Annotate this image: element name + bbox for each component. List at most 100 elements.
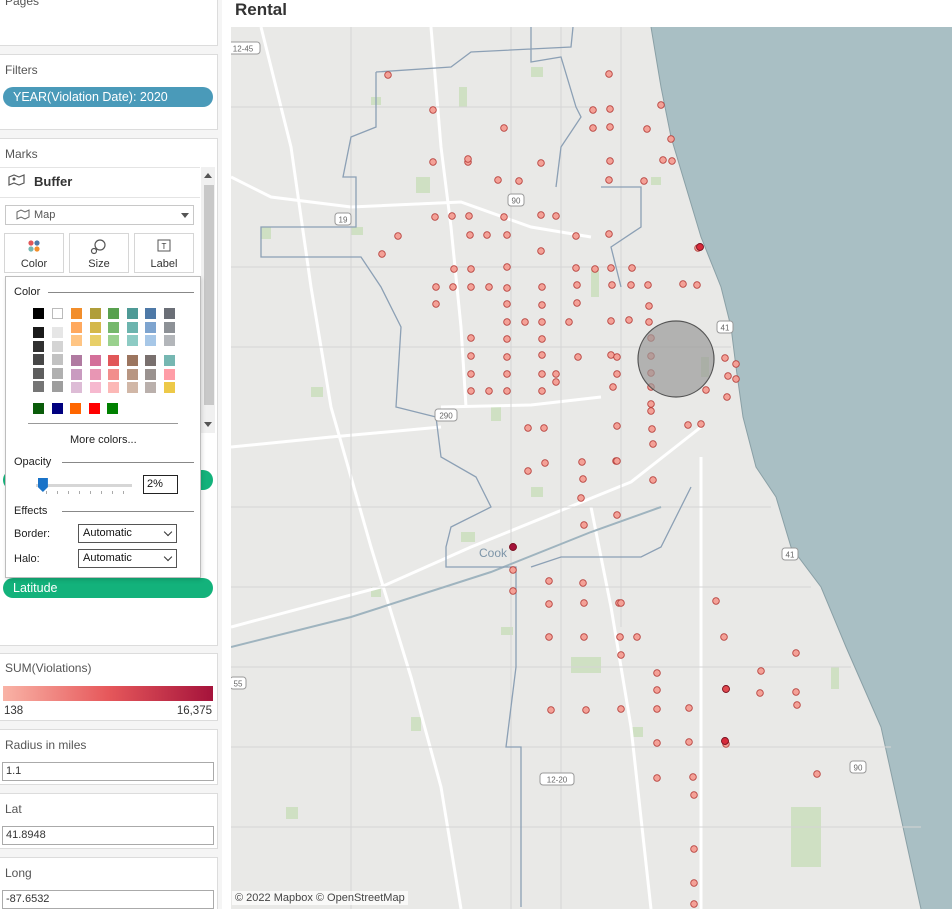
swatch-custom[interactable] [70,403,82,414]
swatch-grey[interactable] [52,340,63,352]
data-point [503,353,511,361]
swatch-color[interactable] [108,382,120,394]
swatch-color[interactable] [145,335,157,347]
swatch-color[interactable] [145,321,157,333]
swatch-color[interactable] [164,382,175,394]
swatch-color[interactable] [89,335,101,347]
data-point [572,264,580,272]
swatch-grey[interactable] [52,354,63,366]
swatch-custom[interactable] [107,403,119,414]
data-point [432,283,440,291]
swatch-color[interactable] [71,355,82,366]
swatch-color[interactable] [108,321,120,333]
map-view[interactable]: 12-45 19 90 290 41 41 55 12-20 90 Cook [231,27,952,909]
swatch-color[interactable] [71,382,82,394]
data-point [538,301,546,309]
swatch-color[interactable] [126,355,138,366]
swatch-color[interactable] [89,321,101,333]
filter-pill-year[interactable]: YEAR(Violation Date): 2020 [3,87,213,107]
opacity-input[interactable]: 2% [143,475,178,494]
radius-input[interactable]: 1.1 [2,762,214,781]
swatch-grey[interactable] [33,340,44,352]
swatch-grey[interactable] [52,367,63,379]
border-select[interactable]: Automatic [78,524,177,543]
swatch-color[interactable] [126,368,138,380]
swatch-color[interactable] [108,355,120,366]
swatch-color[interactable] [164,321,175,333]
swatch-color[interactable] [108,368,120,380]
swatch-grey[interactable] [33,367,44,379]
swatch-grey[interactable] [33,354,44,366]
map-canvas[interactable]: 12-45 19 90 290 41 41 55 12-20 90 Cook [231,27,952,909]
swatch-custom[interactable] [88,403,100,414]
swatch-color[interactable] [145,368,157,380]
swatch-color[interactable] [71,308,82,319]
swatch-custom[interactable] [33,403,44,414]
opacity-slider-thumb[interactable] [37,478,48,492]
divider [62,511,194,512]
long-input[interactable]: -87.6532 [2,890,214,909]
swatch-black[interactable] [33,308,44,319]
scroll-up-icon[interactable] [204,173,212,178]
data-point [690,879,698,887]
slider-tick [90,491,91,494]
data-point [605,230,613,238]
swatch-color[interactable] [164,355,175,366]
mark-type-dropdown[interactable]: Map [5,205,194,225]
highway-shield-label: 41 [721,324,730,333]
color-button[interactable]: Color [4,233,64,273]
highway-shield-label: 90 [512,197,521,206]
swatch-color[interactable] [71,335,82,347]
swatch-color[interactable] [71,368,82,380]
swatch-white[interactable] [52,308,63,319]
highway-shield-label: 290 [439,412,453,421]
slider-tick [46,491,47,494]
border-select-value: Automatic [83,527,132,539]
data-point [580,633,588,641]
highway-shield-label: 12-20 [547,776,568,785]
data-point [538,351,546,359]
more-colors-link[interactable]: More colors... [70,434,137,446]
lat-input[interactable]: 41.8948 [2,826,214,845]
swatch-color[interactable] [126,382,138,394]
swatch-color[interactable] [89,308,101,319]
data-point [613,370,621,378]
data-point [573,281,581,289]
label-button[interactable]: T Label [134,233,194,273]
swatch-color[interactable] [164,335,175,347]
map-attribution[interactable]: © 2022 Mapbox © OpenStreetMap [232,891,408,905]
swatch-color[interactable] [108,308,120,319]
swatch-custom[interactable] [51,403,63,414]
swatch-color[interactable] [164,308,175,319]
swatch-color[interactable] [145,382,157,394]
swatch-color[interactable] [126,308,138,319]
swatch-color[interactable] [89,368,101,380]
marks-scrollbar[interactable] [201,167,215,433]
swatch-grey[interactable] [52,381,63,393]
swatch-color[interactable] [108,335,120,347]
swatch-color[interactable] [145,308,157,319]
marks-layer-header[interactable]: Buffer [8,174,72,189]
swatch-grey[interactable] [52,327,63,338]
data-point [702,386,710,394]
swatch-color[interactable] [89,355,101,366]
swatch-grey[interactable] [33,381,44,393]
swatch-grey[interactable] [33,327,44,338]
swatch-color[interactable] [89,382,101,394]
data-point [524,467,532,475]
swatch-color[interactable] [126,335,138,347]
swatch-color[interactable] [164,368,175,380]
size-button[interactable]: Size [69,233,129,273]
halo-select[interactable]: Automatic [78,549,177,568]
swatch-color[interactable] [145,355,157,366]
shelf-pill-latitude[interactable]: Latitude [3,578,213,598]
data-point [467,265,475,273]
swatch-color[interactable] [71,321,82,333]
scroll-thumb[interactable] [204,185,214,405]
data-point [722,685,730,693]
river [231,506,662,648]
scroll-down-icon[interactable] [204,422,212,427]
swatch-color[interactable] [126,321,138,333]
opacity-slider-track[interactable] [36,484,132,487]
data-point [467,283,475,291]
